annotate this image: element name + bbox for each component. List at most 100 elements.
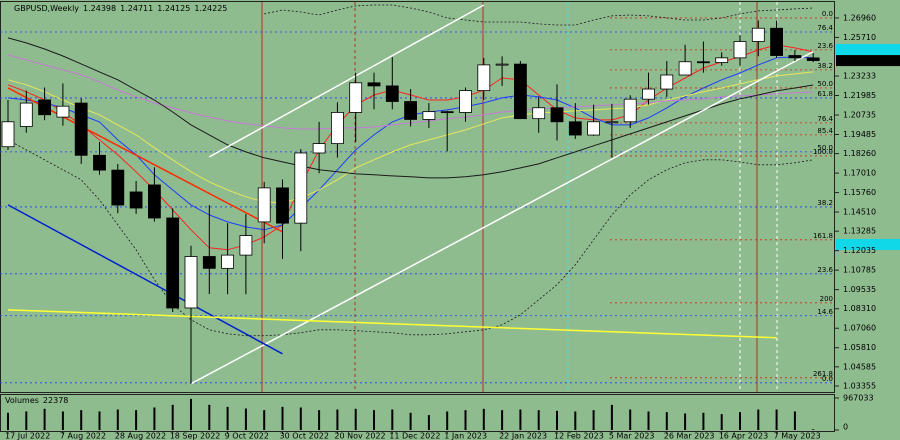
- alert-box: [836, 239, 900, 250]
- y-tick-label: 1.21985: [843, 91, 876, 100]
- volume-bar: [208, 404, 211, 430]
- y-tick-label: 1.20735: [843, 111, 876, 120]
- volume-tick-label: 967033: [843, 394, 874, 403]
- volume-bar: [153, 407, 156, 430]
- volume-bar: [373, 410, 375, 430]
- price-box: [836, 55, 900, 67]
- volume-bar: [556, 410, 558, 430]
- candle-body: [349, 82, 363, 113]
- level-label: 50.0: [817, 80, 833, 88]
- candle-body: [806, 57, 820, 61]
- candle-body: [166, 217, 180, 309]
- x-tick-label: 20 Nov 2022: [334, 432, 385, 440]
- volume-bar: [318, 410, 321, 430]
- y-tick-label: 1.04585: [843, 362, 876, 371]
- volume-bar: [592, 410, 595, 430]
- y-tick-label: 1.05810: [843, 343, 876, 352]
- candle-body: [56, 105, 70, 118]
- level-label: 161.8: [813, 232, 833, 240]
- candle-body: [459, 90, 472, 113]
- x-tick-label: 7 May 2023: [774, 432, 821, 440]
- volume-bar: [263, 410, 266, 430]
- level-label: 14.6: [817, 308, 833, 316]
- candle-body: [385, 85, 399, 102]
- candle-body: [312, 143, 326, 154]
- x-tick-label: 12 Feb 2023: [554, 432, 604, 440]
- candle-body: [74, 102, 88, 156]
- volume-bar: [739, 412, 741, 430]
- candle-body: [276, 187, 289, 224]
- trendline: [208, 4, 485, 158]
- x-tick-label: 17 Jul 2022: [5, 432, 50, 440]
- volume-bar: [391, 409, 394, 430]
- candle-body: [257, 187, 271, 223]
- candle-body: [495, 63, 509, 66]
- candle-body: [404, 101, 418, 120]
- candle-body: [202, 256, 216, 269]
- volume-bar: [427, 415, 430, 430]
- level-label: 200: [820, 295, 833, 303]
- x-tick-label: 26 Mar 2023: [664, 432, 715, 440]
- indicator-line: [7, 37, 814, 179]
- volume-bar: [409, 412, 412, 430]
- candle-body: [605, 121, 619, 124]
- candle-body: [19, 102, 33, 127]
- volume-bar: [775, 409, 778, 430]
- candle-body: [550, 107, 564, 123]
- candle-body: [477, 64, 491, 92]
- candle-body: [330, 112, 344, 145]
- candle-body: [294, 152, 308, 224]
- volume-bar: [793, 411, 796, 430]
- level-label: 261.8: [813, 370, 833, 378]
- y-tick-label: 1.08310: [843, 304, 876, 313]
- candle-body: [770, 27, 783, 56]
- volume-bar: [757, 409, 760, 430]
- volume-bar: [464, 410, 467, 430]
- low: 1.24125: [157, 4, 190, 13]
- level-label: 23.6: [817, 42, 833, 50]
- candle-body: [221, 254, 235, 269]
- indicator-line: [264, 4, 814, 26]
- volume-bar: [519, 409, 522, 430]
- y-tick-label: 1.10785: [843, 266, 876, 275]
- volume-bar: [226, 406, 229, 430]
- level-label: 61.8: [817, 90, 833, 98]
- x-tick-label: 16 Apr 2023: [719, 432, 768, 440]
- y-tick-label: 1.25710: [843, 33, 876, 42]
- indicator-line: [7, 71, 814, 204]
- candle-body: [733, 41, 747, 59]
- volume-bar: [43, 408, 46, 430]
- volume-bar: [684, 413, 687, 430]
- volume-bar: [610, 404, 613, 430]
- level-label: 0.0: [822, 375, 833, 383]
- volume-bar: [482, 408, 485, 430]
- volume-label: Volumes: [5, 396, 39, 405]
- volume-bar: [61, 411, 64, 430]
- volume-bar: [812, 429, 815, 430]
- candle-body: [660, 74, 674, 90]
- candle-body: [514, 63, 527, 120]
- x-tick-label: 1 Jan 2023: [444, 432, 487, 440]
- volume-tick-label: 0: [843, 423, 848, 432]
- candle-body: [1, 121, 15, 148]
- close: 1.24225: [194, 4, 227, 13]
- y-tick-label: 1.09535: [843, 285, 876, 294]
- x-tick-label: 7 Aug 2022: [60, 432, 106, 440]
- level-label: 76.4: [817, 115, 833, 123]
- candle-body: [111, 169, 125, 206]
- volume-bar: [281, 406, 284, 430]
- volume-bar: [244, 408, 247, 430]
- trendline: [190, 50, 814, 385]
- volume-bar: [171, 404, 174, 430]
- trendline: [7, 87, 283, 233]
- level-label: 76.4: [817, 24, 833, 32]
- candle-body: [239, 235, 253, 256]
- candle-body: [38, 99, 51, 116]
- y-tick-label: 1.07060: [843, 324, 876, 333]
- candle-body: [751, 27, 765, 42]
- volume-bar: [574, 411, 577, 430]
- y-tick-label: 1.19485: [843, 130, 876, 139]
- y-tick-label: 1.12035: [843, 246, 876, 255]
